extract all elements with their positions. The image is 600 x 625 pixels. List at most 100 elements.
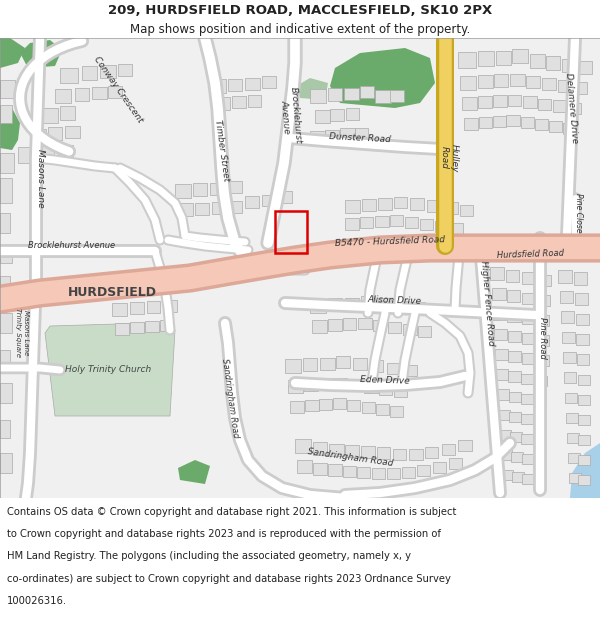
Bar: [0, 383, 12, 403]
Bar: [262, 195, 275, 206]
Bar: [494, 74, 508, 87]
Text: 100026316.: 100026316.: [7, 596, 67, 606]
Bar: [305, 400, 319, 411]
Bar: [210, 183, 225, 195]
Bar: [228, 181, 242, 193]
Bar: [495, 349, 508, 360]
Bar: [344, 88, 359, 100]
Bar: [375, 90, 391, 103]
Text: 209, HURDSFIELD ROAD, MACCLESFIELD, SK10 2PX: 209, HURDSFIELD ROAD, MACCLESFIELD, SK10…: [108, 4, 492, 17]
Bar: [288, 380, 303, 393]
Text: Timber Street: Timber Street: [213, 119, 231, 181]
Bar: [578, 475, 590, 485]
Bar: [376, 404, 389, 415]
Bar: [346, 108, 359, 120]
Bar: [18, 147, 38, 163]
Bar: [333, 398, 346, 409]
Bar: [345, 298, 359, 310]
Bar: [433, 462, 446, 473]
Bar: [536, 335, 549, 346]
Bar: [360, 86, 374, 98]
Bar: [215, 97, 230, 110]
Polygon shape: [45, 323, 175, 416]
Bar: [578, 415, 590, 425]
Bar: [496, 369, 508, 380]
Bar: [510, 74, 525, 86]
Bar: [328, 88, 342, 101]
Bar: [462, 97, 477, 110]
Text: Eden Drive: Eden Drive: [360, 374, 410, 386]
Bar: [0, 80, 15, 98]
Bar: [228, 201, 242, 213]
Bar: [0, 153, 14, 173]
Bar: [345, 445, 359, 457]
Bar: [390, 406, 403, 417]
Bar: [38, 146, 54, 160]
Bar: [533, 436, 545, 446]
Bar: [460, 76, 476, 90]
Bar: [0, 453, 12, 473]
Bar: [210, 79, 226, 93]
Bar: [310, 299, 326, 313]
Bar: [390, 215, 403, 226]
Bar: [522, 272, 536, 284]
Bar: [0, 313, 12, 333]
Bar: [393, 449, 406, 460]
Bar: [576, 334, 589, 345]
Bar: [538, 275, 551, 286]
Bar: [521, 117, 534, 128]
Text: Sandringham Road: Sandringham Road: [220, 357, 240, 438]
Text: Brocklehurst Avenue: Brocklehurst Avenue: [28, 241, 116, 251]
Text: Masons Lane: Masons Lane: [35, 149, 44, 208]
Bar: [360, 217, 373, 228]
Text: Contains OS data © Crown copyright and database right 2021. This information is : Contains OS data © Crown copyright and d…: [7, 507, 457, 517]
Text: Pine Road: Pine Road: [539, 317, 548, 359]
Bar: [578, 61, 592, 74]
Bar: [320, 358, 335, 370]
Bar: [558, 80, 571, 92]
Bar: [178, 203, 193, 216]
Bar: [533, 416, 545, 426]
Bar: [575, 293, 588, 305]
Bar: [506, 270, 519, 282]
Text: Higher Fence Road: Higher Fence Road: [479, 260, 495, 346]
Bar: [521, 374, 534, 384]
Bar: [405, 217, 418, 228]
Bar: [145, 321, 159, 332]
Bar: [30, 129, 46, 143]
Bar: [560, 291, 573, 303]
Bar: [108, 86, 122, 98]
Bar: [0, 350, 10, 368]
Bar: [232, 96, 246, 108]
Bar: [536, 355, 549, 366]
Bar: [536, 315, 549, 326]
Bar: [379, 384, 392, 395]
Bar: [562, 332, 575, 343]
Bar: [546, 56, 560, 70]
Bar: [162, 280, 176, 292]
Polygon shape: [178, 460, 210, 484]
Bar: [310, 89, 326, 103]
Bar: [511, 452, 523, 462]
Bar: [522, 353, 535, 364]
Bar: [497, 389, 509, 400]
Bar: [509, 412, 521, 422]
Bar: [563, 352, 576, 363]
Bar: [147, 301, 160, 313]
Bar: [479, 117, 492, 128]
Bar: [508, 351, 521, 362]
Polygon shape: [298, 78, 328, 100]
Bar: [175, 184, 191, 198]
Bar: [312, 320, 327, 333]
Bar: [562, 59, 576, 72]
Bar: [418, 326, 431, 337]
Bar: [523, 96, 537, 108]
Bar: [275, 211, 307, 253]
Bar: [343, 466, 356, 477]
Bar: [60, 106, 75, 120]
Bar: [160, 320, 173, 331]
Bar: [508, 95, 521, 106]
Bar: [522, 333, 535, 344]
Bar: [568, 453, 580, 463]
Text: B5470 - Hurdsfield Road: B5470 - Hurdsfield Road: [335, 236, 445, 248]
